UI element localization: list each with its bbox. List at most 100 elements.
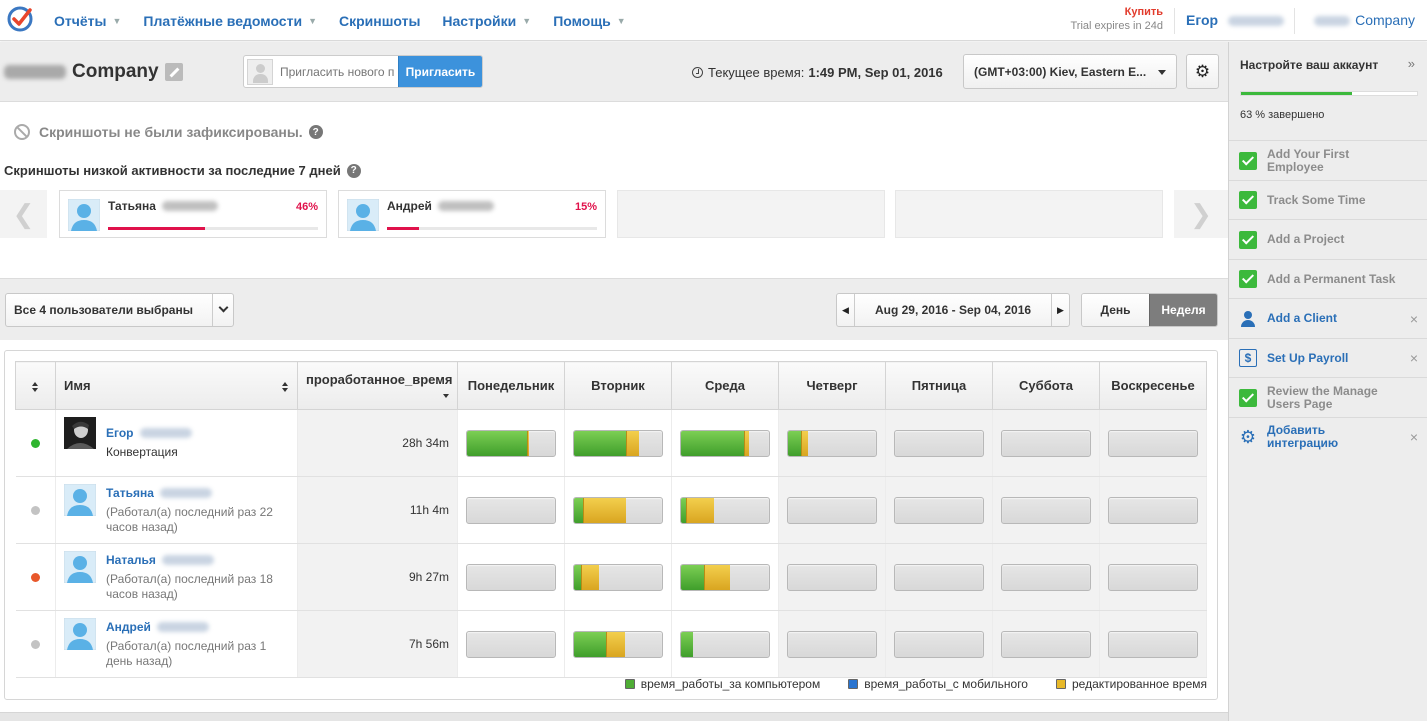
daily-time-bar[interactable] <box>573 429 663 457</box>
help-icon[interactable]: ? <box>346 163 361 178</box>
daily-time-bar[interactable] <box>1108 496 1198 524</box>
low-activity-card[interactable]: Татьяна 46% <box>59 190 327 238</box>
table-row[interactable]: Татьяна (Работал(а) последний раз 22 часо… <box>15 476 1207 544</box>
divider <box>212 294 213 326</box>
setup-task[interactable]: ⚙ Добавить интеграцию × <box>1229 416 1427 457</box>
daily-time-bar[interactable] <box>466 496 556 524</box>
status-column-header[interactable] <box>15 361 56 410</box>
daily-time-bar[interactable] <box>1108 563 1198 591</box>
carousel-next-button[interactable]: ❯ <box>1174 190 1228 238</box>
invite-email-input[interactable] <box>276 56 398 87</box>
edited-time-segment <box>625 430 640 456</box>
user-name-link[interactable]: Егор <box>106 426 297 440</box>
collapse-panel-icon[interactable]: » <box>1407 56 1415 71</box>
buy-link[interactable]: Купить <box>1124 6 1163 18</box>
user-name-link[interactable]: Наталья <box>106 553 297 567</box>
daily-time-bar[interactable] <box>1108 429 1198 457</box>
daily-time-bar[interactable] <box>894 496 984 524</box>
daily-time-bar[interactable] <box>787 630 877 658</box>
setup-task[interactable]: Track Some Time <box>1229 179 1427 220</box>
nav-item-1[interactable]: Платёжные ведомости ▼ <box>143 13 317 29</box>
user-name-link[interactable]: Андрей <box>106 620 297 634</box>
daily-time-bar[interactable] <box>573 496 663 524</box>
day-column-header[interactable]: Воскресенье <box>1099 361 1207 410</box>
daily-time-bar[interactable] <box>1001 630 1091 658</box>
help-icon[interactable]: ? <box>308 125 323 139</box>
daily-time-bar[interactable] <box>1001 563 1091 591</box>
daily-time-bar[interactable] <box>466 429 556 457</box>
timesheet-panel: Имя проработанное_время Понедельник Вторн… <box>4 350 1218 700</box>
edited-time-segment <box>605 631 626 657</box>
period-week-button[interactable]: Неделя <box>1149 294 1217 326</box>
close-icon[interactable]: × <box>1409 429 1418 445</box>
company-menu-link[interactable]: Company <box>1314 12 1415 28</box>
nav-item-4[interactable]: Помощь ▼ <box>553 13 626 29</box>
daily-time-bar[interactable] <box>1001 496 1091 524</box>
setup-task-label: Add Your First Employee <box>1267 146 1350 174</box>
daily-time-bar[interactable] <box>894 563 984 591</box>
setup-task[interactable]: Add a Client × <box>1229 298 1427 338</box>
period-day-button[interactable]: День <box>1082 294 1149 326</box>
day-column-header[interactable]: Суббота <box>992 361 1100 410</box>
day-column-header[interactable]: Понедельник <box>457 361 565 410</box>
daily-time-bar[interactable] <box>680 630 770 658</box>
user-cell: Наталья (Работал(а) последний раз 18 часо… <box>55 543 298 611</box>
settings-gear-button[interactable]: ⚙ <box>1186 54 1219 89</box>
setup-task[interactable]: Add Your First Employee <box>1229 140 1427 180</box>
setup-task[interactable]: Review the Manage Users Page <box>1229 377 1427 417</box>
nav-item-0[interactable]: Отчёты ▼ <box>54 13 121 29</box>
close-icon[interactable]: × <box>1409 310 1418 327</box>
daily-time-bar[interactable] <box>894 429 984 457</box>
nav-item-2[interactable]: Скриншоты <box>339 13 420 29</box>
next-week-button[interactable]: ▶ <box>1051 294 1069 326</box>
setup-task[interactable]: Add a Permanent Task <box>1229 258 1427 299</box>
daily-time-bar[interactable] <box>573 630 663 658</box>
status-cell <box>15 409 56 477</box>
timezone-value: (GMT+03:00) Kiev, Eastern E... <box>974 64 1147 79</box>
worked-time-cell: 7h 56m <box>297 610 458 678</box>
prev-week-button[interactable]: ◀ <box>837 294 855 326</box>
legend-label: редактированное время <box>1071 677 1207 691</box>
carousel-prev-button[interactable]: ❮ <box>0 190 47 238</box>
day-column-header[interactable]: Вторник <box>564 361 672 410</box>
daily-time-bar[interactable] <box>680 429 770 457</box>
daily-time-bar[interactable] <box>1001 429 1091 457</box>
empty-card-slot <box>617 190 885 238</box>
daily-time-bar[interactable] <box>787 496 877 524</box>
timezone-select[interactable]: (GMT+03:00) Kiev, Eastern E... <box>963 54 1177 89</box>
daily-time-bar[interactable] <box>1108 630 1198 658</box>
activity-bar <box>387 227 597 230</box>
worked-time-header-text: проработанное_время <box>306 372 453 387</box>
daily-time-bar[interactable] <box>573 563 663 591</box>
worked-time-column-header[interactable]: проработанное_время <box>297 361 458 410</box>
table-row[interactable]: Егор Конвертация 28h 34m <box>15 409 1207 477</box>
daily-time-bar[interactable] <box>787 429 877 457</box>
day-column-header[interactable]: Четверг <box>778 361 886 410</box>
edit-pencil-icon[interactable] <box>164 63 183 81</box>
daily-time-bar[interactable] <box>894 630 984 658</box>
daily-time-bar[interactable] <box>680 563 770 591</box>
daily-time-bar[interactable] <box>466 563 556 591</box>
app-logo-icon[interactable] <box>6 5 34 33</box>
name-column-header[interactable]: Имя <box>55 361 298 410</box>
daily-time-bar[interactable] <box>787 563 877 591</box>
table-row[interactable]: Наталья (Работал(а) последний раз 18 часо… <box>15 543 1207 611</box>
user-name-link[interactable]: Татьяна <box>106 486 297 500</box>
date-range-text[interactable]: Aug 29, 2016 - Sep 04, 2016 <box>874 303 1032 317</box>
invite-button[interactable]: Пригласить <box>398 56 482 87</box>
no-screenshots-text: Скриншоты не были зафиксированы. <box>39 124 303 140</box>
daily-time-bar[interactable] <box>680 496 770 524</box>
daily-time-bar[interactable] <box>466 630 556 658</box>
table-row[interactable]: Андрей (Работал(а) последний раз 1 день н… <box>15 610 1207 678</box>
close-icon[interactable]: × <box>1409 350 1418 366</box>
setup-task[interactable]: $ Set Up Payroll × <box>1229 337 1427 378</box>
users-select[interactable]: Все 4 пользователи выбраны <box>5 293 234 327</box>
day-column-header[interactable]: Пятница <box>885 361 993 410</box>
day-column-header[interactable]: Среда <box>671 361 779 410</box>
user-menu-link[interactable]: Егор <box>1186 12 1284 28</box>
setup-task[interactable]: Add a Project <box>1229 219 1427 259</box>
check-icon <box>1239 270 1257 288</box>
low-activity-card[interactable]: Андрей 15% <box>338 190 606 238</box>
card-user-first-name: Андрей <box>387 199 432 213</box>
nav-item-3[interactable]: Настройки ▼ <box>442 13 531 29</box>
